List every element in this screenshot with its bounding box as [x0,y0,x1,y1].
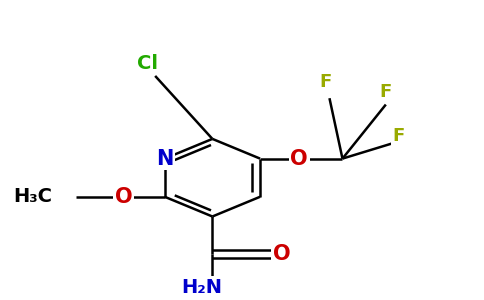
Text: F: F [319,73,331,91]
Text: H₂N: H₂N [181,278,222,297]
Text: Cl: Cl [137,54,158,73]
Text: H: H [36,187,52,206]
Text: N: N [156,148,173,169]
Text: H₃C: H₃C [13,187,52,206]
Text: O: O [115,187,132,207]
Text: F: F [393,128,405,146]
Text: O: O [290,148,308,169]
Text: O: O [273,244,290,264]
Text: F: F [380,83,392,101]
